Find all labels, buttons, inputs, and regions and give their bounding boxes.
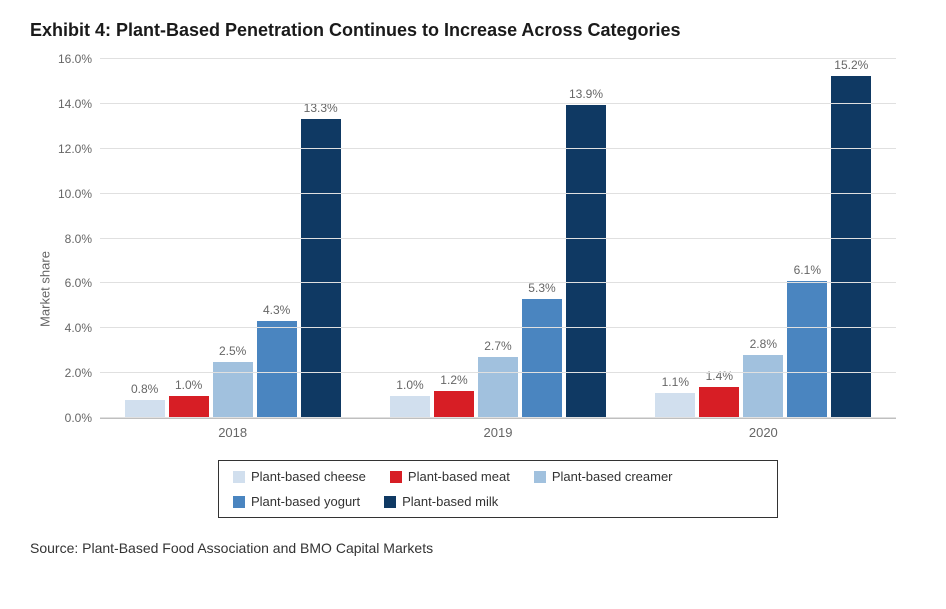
bar: 1.0% <box>169 396 209 419</box>
legend-swatch <box>384 496 396 508</box>
bar: 2.5% <box>213 362 253 418</box>
bar-value-label: 2.7% <box>484 339 511 353</box>
bar: 2.8% <box>743 355 783 418</box>
plot-area: 0.8%1.0%2.5%4.3%13.3%1.0%1.2%2.7%5.3%13.… <box>100 59 896 419</box>
y-axis-label: Market share <box>38 251 53 327</box>
legend-swatch <box>390 471 402 483</box>
y-tick-label: 10.0% <box>58 187 92 201</box>
y-tick-label: 4.0% <box>65 321 92 335</box>
bar-value-label: 1.0% <box>175 378 202 392</box>
bar: 1.4% <box>699 387 739 419</box>
legend-item: Plant-based milk <box>384 494 498 509</box>
grid-line <box>100 193 896 194</box>
bar: 15.2% <box>831 76 871 418</box>
legend-item: Plant-based meat <box>390 469 510 484</box>
bar-value-label: 13.9% <box>569 87 603 101</box>
bar-value-label: 1.0% <box>396 378 423 392</box>
bar-value-label: 2.5% <box>219 344 246 358</box>
bar: 6.1% <box>787 281 827 418</box>
legend: Plant-based cheese Plant-based meat Plant-… <box>218 460 778 518</box>
bar-value-label: 1.2% <box>440 373 467 387</box>
legend-item: Plant-based creamer <box>534 469 673 484</box>
bar: 4.3% <box>257 321 297 418</box>
bar: 1.2% <box>434 391 474 418</box>
grid-line <box>100 417 896 418</box>
bar: 13.9% <box>566 105 606 418</box>
grid-line <box>100 58 896 59</box>
bar: 5.3% <box>522 299 562 418</box>
bar: 1.0% <box>390 396 430 419</box>
legend-swatch <box>233 471 245 483</box>
y-tick-label: 2.0% <box>65 366 92 380</box>
bar-value-label: 4.3% <box>263 303 290 317</box>
y-tick-label: 8.0% <box>65 232 92 246</box>
bar-value-label: 6.1% <box>794 263 821 277</box>
legend-label: Plant-based milk <box>402 494 498 509</box>
legend-label: Plant-based cheese <box>251 469 366 484</box>
legend-label: Plant-based creamer <box>552 469 673 484</box>
x-axis-labels: 2018 2019 2020 <box>100 425 896 440</box>
legend-swatch <box>534 471 546 483</box>
grid-line <box>100 103 896 104</box>
bar: 0.8% <box>125 400 165 418</box>
legend-swatch <box>233 496 245 508</box>
y-tick-label: 0.0% <box>65 411 92 425</box>
bar-value-label: 2.8% <box>750 337 777 351</box>
y-tick-label: 16.0% <box>58 52 92 66</box>
x-tick-label: 2018 <box>218 425 247 440</box>
y-tick-label: 12.0% <box>58 142 92 156</box>
chart-area: Market share 0.8%1.0%2.5%4.3%13.3%1.0%1.… <box>100 59 896 518</box>
bar-value-label: 15.2% <box>834 58 868 72</box>
grid-line <box>100 372 896 373</box>
legend-item: Plant-based yogurt <box>233 494 360 509</box>
grid-line <box>100 238 896 239</box>
bar: 1.1% <box>655 393 695 418</box>
x-tick-label: 2019 <box>484 425 513 440</box>
bar-value-label: 1.4% <box>706 369 733 383</box>
y-tick-label: 14.0% <box>58 97 92 111</box>
grid-line <box>100 327 896 328</box>
bar-group: 1.1%1.4%2.8%6.1%15.2% <box>655 76 871 418</box>
legend-label: Plant-based yogurt <box>251 494 360 509</box>
bar-value-label: 0.8% <box>131 382 158 396</box>
source-text: Source: Plant-Based Food Association and… <box>30 540 916 556</box>
legend-item: Plant-based cheese <box>233 469 366 484</box>
chart-title: Exhibit 4: Plant-Based Penetration Conti… <box>30 20 916 41</box>
grid-line <box>100 282 896 283</box>
bar-groups: 0.8%1.0%2.5%4.3%13.3%1.0%1.2%2.7%5.3%13.… <box>100 59 896 418</box>
x-tick-label: 2020 <box>749 425 778 440</box>
legend-label: Plant-based meat <box>408 469 510 484</box>
bar-group: 1.0%1.2%2.7%5.3%13.9% <box>390 105 606 418</box>
y-tick-label: 6.0% <box>65 276 92 290</box>
bar: 2.7% <box>478 357 518 418</box>
bar-value-label: 1.1% <box>662 375 689 389</box>
grid-line <box>100 148 896 149</box>
